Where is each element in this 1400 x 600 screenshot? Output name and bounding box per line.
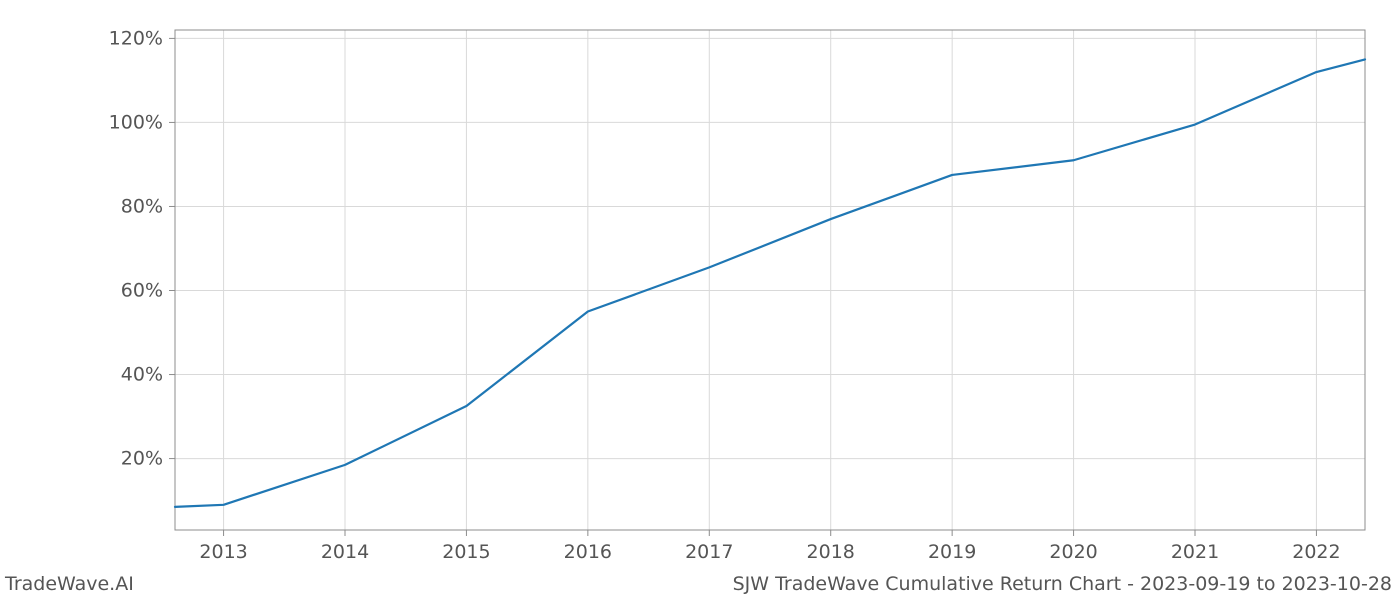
footer-right: SJW TradeWave Cumulative Return Chart - …: [733, 573, 1392, 595]
x-tick-label: 2020: [1049, 541, 1097, 563]
y-tick-label: 120%: [109, 27, 163, 49]
y-tick-label: 60%: [121, 280, 163, 302]
footer-left: TradeWave.AI: [4, 573, 134, 595]
x-tick-label: 2022: [1292, 541, 1340, 563]
x-tick-label: 2021: [1171, 541, 1219, 563]
y-tick-label: 100%: [109, 111, 163, 133]
y-tick-label: 20%: [121, 448, 163, 470]
x-tick-label: 2018: [807, 541, 855, 563]
chart-background: [0, 0, 1400, 600]
chart-container: 2013 2014 2015 2016 2017 2018 2019 2020 2021 2022…: [0, 0, 1400, 600]
x-tick-label: 2019: [928, 541, 976, 563]
x-tick-label: 2017: [685, 541, 733, 563]
x-tick-label: 2016: [564, 541, 612, 563]
chart-svg: 2013 2014 2015 2016 2017 2018 2019 2020 2021 2022…: [0, 0, 1400, 600]
x-tick-label: 2013: [199, 541, 247, 563]
y-tick-label: 80%: [121, 195, 163, 217]
x-tick-label: 2015: [442, 541, 490, 563]
x-tick-label: 2014: [321, 541, 369, 563]
y-tick-label: 40%: [121, 364, 163, 386]
